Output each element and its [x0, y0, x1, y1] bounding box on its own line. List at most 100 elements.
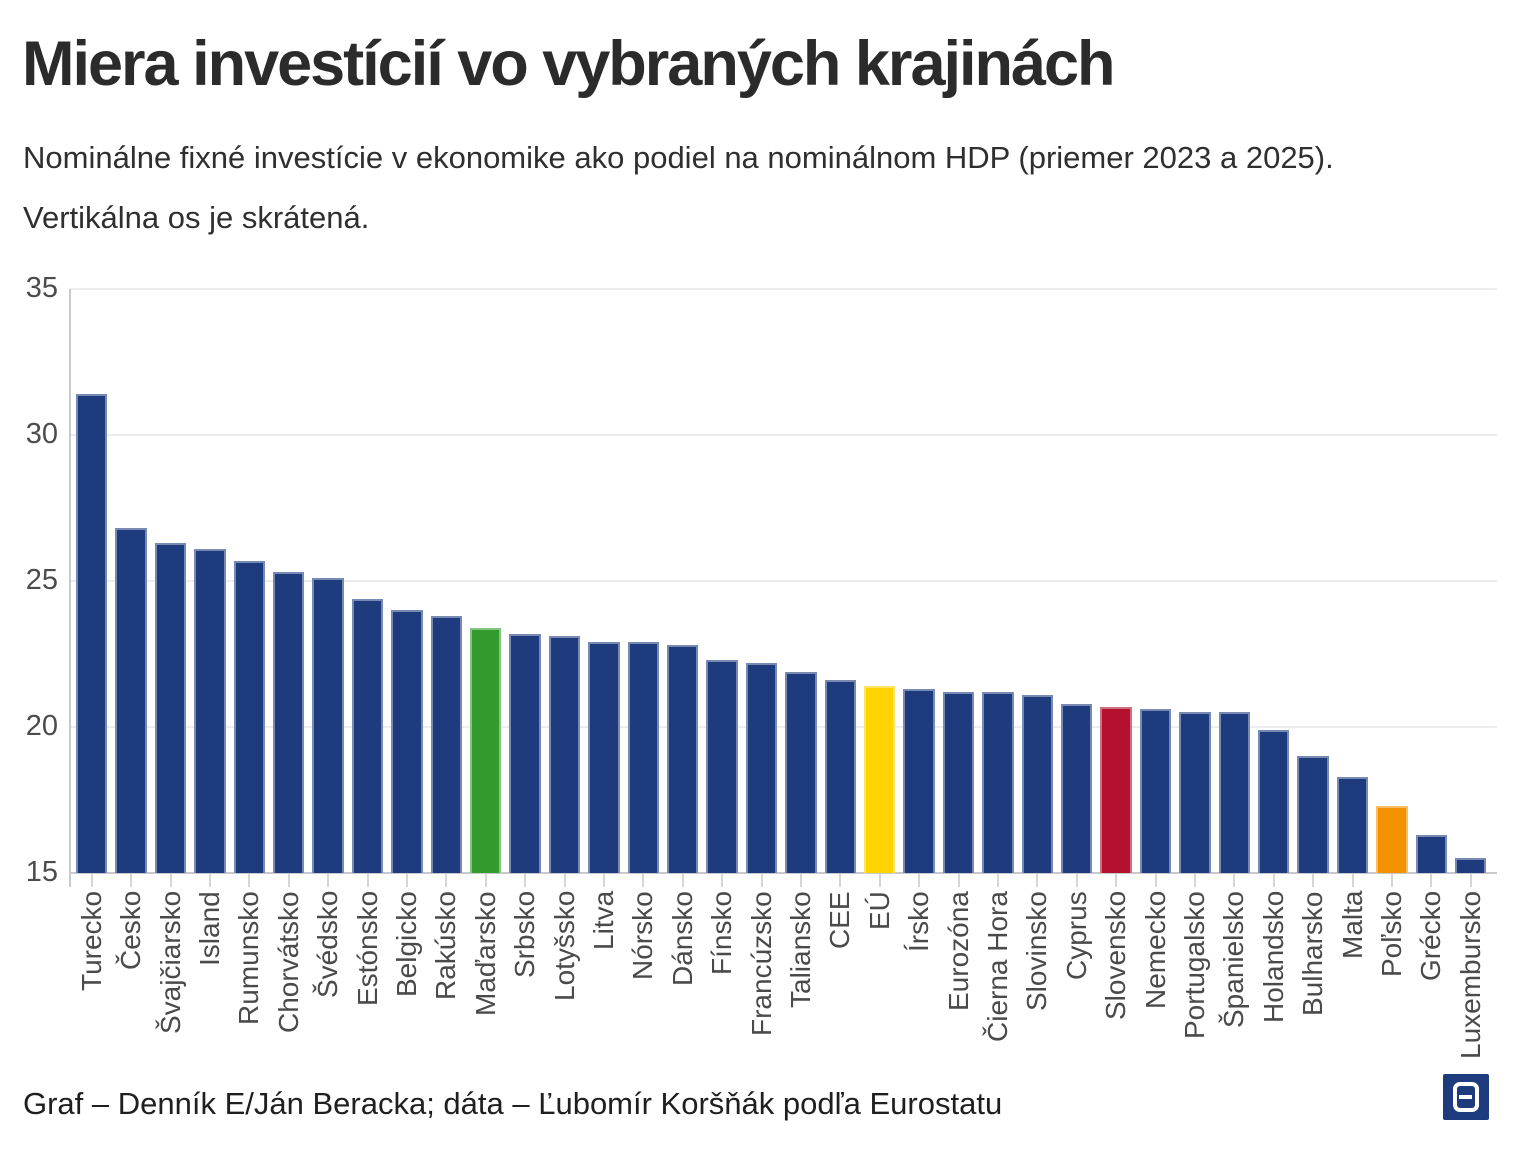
x-axis-tick — [1193, 874, 1196, 887]
x-axis-tick — [996, 874, 999, 887]
bar — [1139, 709, 1172, 873]
x-tick-label: Poľsko — [1375, 891, 1407, 977]
x-axis-tick — [1272, 874, 1275, 887]
x-tick-label: Holandsko — [1257, 891, 1289, 1024]
x-tick-label: Cyprus — [1060, 891, 1092, 980]
x-tick-label: Turecko — [75, 891, 107, 992]
bar — [863, 686, 896, 873]
x-axis-tick — [445, 874, 448, 887]
x-tick-label: Lotyšsko — [548, 891, 580, 1002]
bar — [706, 659, 738, 873]
x-axis-tick — [957, 874, 960, 887]
x-axis-tick — [366, 874, 369, 887]
bar — [1336, 776, 1369, 873]
y-axis-line — [69, 289, 71, 887]
y-tick-label: 35 — [25, 272, 58, 304]
bar — [509, 633, 541, 873]
bar — [391, 610, 423, 873]
x-tick-label: Belgicko — [390, 891, 422, 997]
bar — [903, 689, 935, 873]
x-tick-label: Grécko — [1415, 891, 1447, 982]
bar — [1060, 703, 1093, 873]
x-tick-label: Luxembursko — [1454, 891, 1486, 1060]
x-tick-label: Slovinsko — [1021, 891, 1053, 1011]
x-tick-label: Taliansko — [784, 891, 816, 1008]
x-tick-label: Francúzsko — [745, 891, 777, 1036]
x-axis-tick — [721, 874, 724, 887]
x-tick-label: Čierna Hora — [981, 891, 1013, 1042]
x-tick-label: Srbsko — [509, 891, 541, 979]
x-axis-tick — [681, 874, 684, 887]
x-tick-label: Dánsko — [666, 891, 698, 986]
y-gridline — [70, 434, 1497, 436]
x-tick-label: CEE — [824, 891, 856, 949]
bar — [469, 627, 502, 873]
footer-credit: Graf – Denník E/Ján Beracka; dáta – Ľubo… — [23, 1086, 1003, 1121]
x-axis-tick — [287, 874, 290, 887]
x-axis-tick — [1351, 874, 1354, 887]
bar — [75, 394, 108, 873]
x-tick-label: Nemecko — [1139, 891, 1171, 1010]
bar — [785, 671, 817, 873]
y-tick-label: 25 — [25, 564, 58, 596]
x-tick-label: Slovensko — [1100, 891, 1132, 1021]
x-tick-label: Estónsko — [351, 891, 383, 1007]
x-axis-tick — [1233, 874, 1236, 887]
bar — [115, 528, 147, 873]
x-axis-tick — [327, 874, 330, 887]
bar — [982, 691, 1014, 873]
y-gridline — [70, 288, 1497, 290]
x-axis-tick — [839, 874, 842, 887]
x-axis-tick — [208, 874, 211, 887]
bar — [666, 645, 699, 873]
dennik-e-logo-glyph — [1453, 1082, 1479, 1112]
x-axis-tick — [1390, 874, 1393, 887]
chart-subtitle: Nominálne fixné investície v ekonomike a… — [23, 140, 1334, 235]
bar — [351, 598, 384, 873]
x-axis-tick — [760, 874, 763, 887]
bar — [548, 636, 581, 873]
bar — [233, 560, 266, 873]
bar — [1218, 712, 1251, 873]
x-axis-tick — [524, 874, 527, 887]
x-axis-tick — [405, 874, 408, 887]
x-axis-tick — [878, 874, 881, 887]
y-gridline — [70, 580, 1497, 582]
footer: Graf – Denník E/Ján Beracka; dáta – Ľubo… — [23, 1074, 1501, 1134]
x-tick-label: Fínsko — [706, 891, 738, 976]
bar — [1021, 694, 1054, 873]
dennik-e-logo — [1443, 1074, 1489, 1120]
x-tick-label: Španielsko — [1218, 891, 1250, 1028]
bar — [1179, 712, 1211, 873]
x-axis-tick — [642, 874, 645, 887]
x-tick-label: Portugalsko — [1178, 891, 1210, 1039]
bar-chart-plot-area: 15 20 25 30 35 Turecko Česko Švajčiarsko Island R… — [25, 272, 1497, 1060]
bar — [1454, 858, 1487, 873]
bar — [154, 543, 187, 873]
x-tick-label: Island — [193, 891, 225, 966]
x-tick-label: Bulharsko — [1297, 891, 1329, 1016]
x-tick-label: Malta — [1336, 891, 1368, 960]
bar — [1415, 835, 1448, 873]
x-tick-label: Rakúsko — [430, 891, 462, 1000]
y-tick-label: 15 — [25, 856, 58, 888]
bar — [824, 680, 857, 873]
x-axis-tick — [1115, 874, 1118, 887]
x-tick-label: Eurozóna — [942, 891, 974, 1011]
x-tick-label: Rumunsko — [233, 891, 265, 1025]
bar — [588, 642, 620, 873]
x-tick-label: Írsko — [903, 891, 935, 952]
x-axis-tick — [918, 874, 921, 887]
bar — [1100, 706, 1132, 873]
y-tick-label: 30 — [25, 418, 58, 450]
x-axis-tick — [484, 874, 487, 887]
x-tick-label: EÚ — [863, 891, 895, 930]
bar — [430, 616, 463, 873]
bar — [194, 548, 226, 873]
x-axis-tick — [248, 874, 251, 887]
bar — [1257, 729, 1290, 873]
x-axis-tick — [1036, 874, 1039, 887]
chart-title: Miera investícií vo vybraných krajinách — [22, 29, 1116, 99]
x-axis-tick — [1154, 874, 1157, 887]
x-axis-tick — [1312, 874, 1315, 887]
